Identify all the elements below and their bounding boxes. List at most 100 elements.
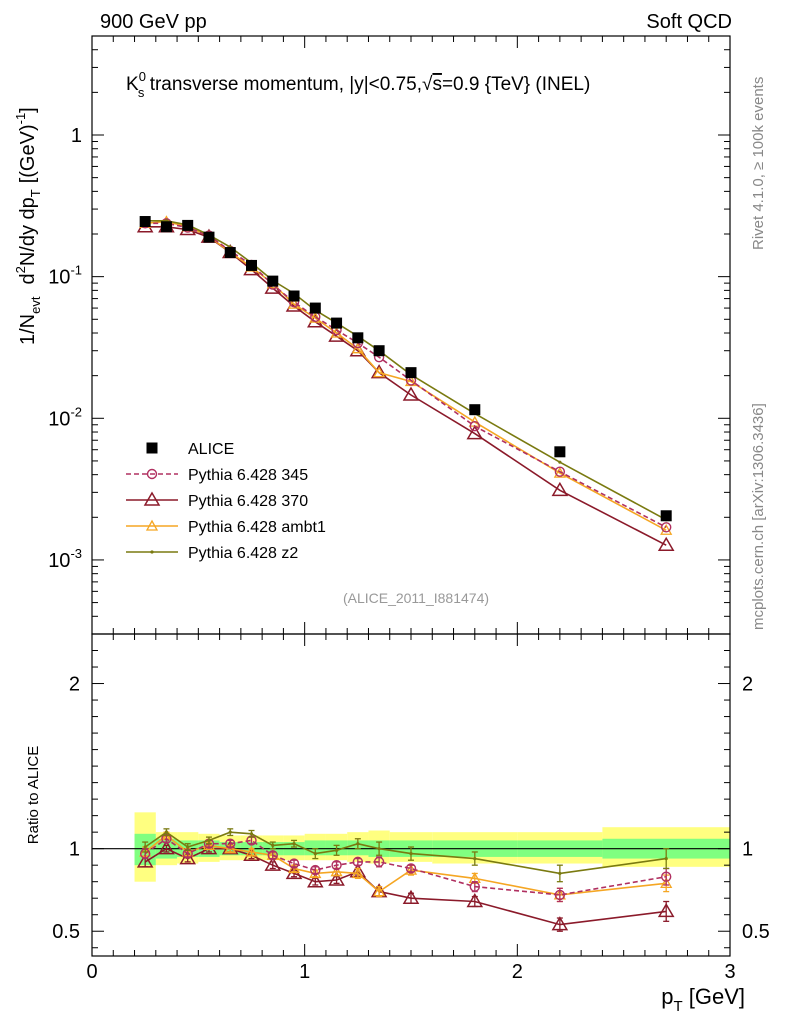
main-y-tick-label: 10-2: [48, 404, 82, 430]
ratio-point-z2: [313, 852, 317, 856]
ratio-point-ambt1: [245, 845, 258, 857]
legend-marker-p345: [146, 468, 158, 480]
data-point-p345: [554, 466, 566, 477]
ratio-point-p345: [405, 863, 417, 874]
ratio-point-ambt1: [372, 885, 386, 897]
ratio-point-z2: [164, 830, 169, 834]
ratio-panel: 0 1 2 3 0.5 0.5 1 1 2 2 Ratio to ALICE pT [GeV]: [25, 633, 770, 1015]
ratio-point-z2: [249, 832, 254, 836]
data-point-alice: [224, 247, 236, 259]
data-point-alice: [352, 332, 364, 344]
ratio-point-z2: [409, 852, 413, 856]
ratio-point-ambt1: [351, 867, 364, 879]
rivet-version-label: Rivet 4.1.0, ≥ 100k events: [750, 77, 767, 250]
ratio-point-p370: [264, 856, 282, 871]
ratio-y-label: Ratio to ALICE: [25, 746, 42, 844]
ratio-data-layer: [92, 812, 730, 932]
data-point-z2: [558, 460, 562, 464]
ratio-point-p345: [288, 858, 300, 869]
data-point-alice: [373, 345, 385, 357]
main-panel: 10-3 10-2 10-1 1 K0 s transverse momentum, |…: [13, 35, 731, 635]
legend: ALICE Pythia 6.428 345 Pythia 6.428 370 Pyt…: [126, 441, 326, 562]
main-y-tick-label: 10-3: [48, 546, 82, 572]
legend-marker-p370: [143, 491, 161, 506]
ratio-point-p370: [402, 889, 420, 904]
ratio-frame: [91, 633, 731, 957]
main-data-layer: [136, 215, 675, 551]
ratio-point-z2: [356, 842, 360, 846]
data-point-alice: [309, 302, 321, 314]
ratio-y-tick-label-right: 2: [742, 674, 753, 696]
ratio-y-tick-label-right: 0.5: [742, 921, 770, 943]
ratio-point-p345: [310, 864, 321, 876]
ratio-point-z2: [228, 830, 232, 834]
ratio-point-z2: [558, 871, 562, 876]
x-axis-label: pT [GeV]: [661, 984, 745, 1015]
ratio-y-tick-label-right: 1: [742, 839, 753, 861]
x-tick-label: 3: [724, 961, 735, 983]
data-point-p370: [402, 386, 420, 401]
mcplots-label: mcplots.cern.ch [arXiv:1306.3436]: [750, 403, 767, 630]
main-y-tick-label: 10-1: [48, 263, 82, 289]
data-point-alice: [182, 219, 194, 231]
ratio-point-z2: [664, 856, 668, 861]
data-point-ambt1: [351, 342, 364, 354]
y-axis-label: 1/Nevtd2N/dy dpT[(GeV)-1]: [13, 107, 43, 345]
series-line-z2: [145, 220, 667, 521]
ratio-point-z2: [292, 842, 296, 846]
data-point-alice: [554, 446, 566, 458]
ratio-line-z2: [144, 831, 667, 875]
series-line-p345: [145, 222, 667, 529]
data-point-ambt1: [660, 523, 673, 535]
data-point-alice: [203, 231, 215, 243]
ratio-point-p345: [267, 850, 278, 861]
ratio-point-p345: [352, 856, 364, 868]
x-tick-label: 0: [86, 961, 97, 983]
ratio-point-p370: [136, 853, 154, 868]
legend-label-ambt1: Pythia 6.428 ambt1: [188, 519, 326, 536]
ratio-point-p370: [179, 850, 197, 865]
data-point-alice: [288, 290, 300, 302]
header-right: Soft QCD: [646, 11, 732, 33]
x-tick-label: 2: [512, 961, 523, 983]
main-axes: 10-3 10-2 10-1 1: [48, 35, 731, 635]
ratio-point-p345: [373, 856, 385, 868]
ratio-line-p345: [144, 837, 667, 896]
main-y-tick-label: 1: [71, 125, 82, 147]
ratio-y-tick-label: 0.5: [52, 921, 80, 943]
ratio-line-p370: [144, 847, 667, 926]
ratio-point-z2: [207, 838, 211, 843]
ratio-point-p370: [328, 871, 345, 886]
x-tick-label: 1: [299, 961, 310, 983]
ratio-point-p370: [158, 840, 175, 855]
data-point-alice: [139, 216, 151, 228]
ratio-y-tick-label: 2: [69, 674, 80, 696]
data-point-p370: [370, 364, 388, 379]
ratio-point-p370: [466, 893, 484, 908]
ratio-point-p370: [306, 873, 324, 888]
ratio-point-p370: [657, 902, 675, 918]
analysis-watermark: (ALICE_2011_I881474): [343, 590, 489, 606]
data-point-ambt1: [330, 326, 343, 338]
legend-label-p370: Pythia 6.428 370: [188, 493, 308, 510]
legend-label-z2: Pythia 6.428 z2: [188, 545, 298, 562]
legend-marker-z2: [150, 550, 154, 554]
ratio-point-p345: [661, 871, 672, 882]
data-point-p370: [466, 425, 484, 440]
data-point-p370: [551, 481, 569, 497]
ratio-axes: 0 1 2 3 0.5 0.5 1 1 2 2: [52, 634, 770, 983]
ratio-y-tick-label: 1: [69, 839, 80, 861]
ratio-point-p345: [225, 838, 236, 849]
data-point-alice: [660, 510, 672, 522]
data-point-p345: [469, 420, 480, 432]
ratio-point-z2: [473, 856, 477, 861]
ratio-point-z2: [143, 845, 147, 849]
legend-label-alice: ALICE: [188, 441, 234, 458]
series-line-p370: [145, 226, 667, 546]
data-point-alice: [246, 259, 257, 271]
ratio-line-ambt1: [144, 834, 667, 896]
legend-label-p345: Pythia 6.428 345: [188, 467, 308, 484]
legend-marker-ambt1: [145, 519, 159, 531]
data-point-alice: [267, 275, 279, 287]
